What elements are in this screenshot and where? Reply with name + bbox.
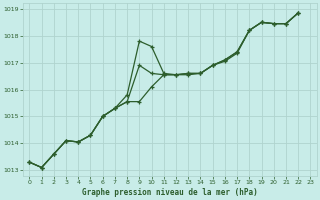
X-axis label: Graphe pression niveau de la mer (hPa): Graphe pression niveau de la mer (hPa) — [82, 188, 258, 197]
